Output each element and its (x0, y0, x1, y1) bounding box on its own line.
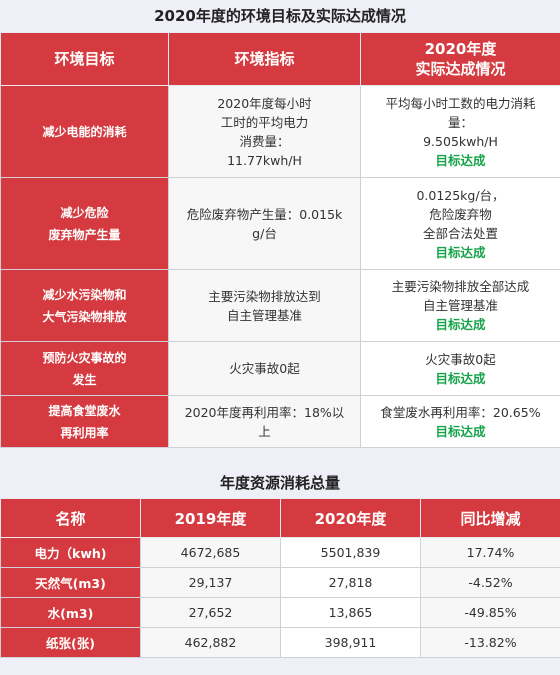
goal-text: 预防火灾事故的 (42, 350, 127, 365)
table-row: 纸张(张) 462,882 398,911 -13.82% (0, 627, 560, 658)
indicator-text: 消费量： (239, 133, 290, 149)
value-2020: 27,818 (280, 567, 421, 598)
goal-text: 提高食堂废水 (48, 403, 121, 418)
actual-cell: 火灾事故0起 目标达成 (360, 341, 560, 396)
actual-text: 平均每小时工数的电力消耗 (385, 95, 536, 111)
header-name: 名称 (0, 498, 141, 538)
value-change: 17.74% (420, 537, 560, 568)
table-row: 天然气(m3) 29,137 27,818 -4.52% (0, 567, 560, 598)
header-2019: 2019年度 (140, 498, 281, 538)
indicator-cell: 2020年度再利用率：18%以 上 (168, 395, 361, 448)
status-badge: 目标达成 (435, 152, 486, 168)
actual-text: 火灾事故0起 (425, 351, 496, 367)
table-row: 电力（kwh) 4672,685 5501,839 17.74% (0, 537, 560, 568)
header-change: 同比增减 (420, 498, 560, 538)
table-row: 减少电能的消耗 2020年度每小时 工时的平均电力 消费量： 11.77kwh/… (0, 85, 560, 178)
table-row: 提高食堂废水 再利用率 2020年度再利用率：18%以 上 食堂废水再利用率：2… (0, 395, 560, 448)
resource-name: 水(m3) (0, 597, 141, 628)
goal-cell: 减少电能的消耗 (0, 85, 169, 178)
header-2020: 2020年度 (280, 498, 421, 538)
header-actual: 2020年度 实际达成情况 (360, 32, 560, 86)
value-change: -13.82% (420, 627, 560, 658)
goal-text: 大气污染物排放 (42, 309, 127, 324)
value-2020: 398,911 (280, 627, 421, 658)
header-indicator: 环境指标 (168, 32, 361, 86)
indicator-text: 11.77kwh/H (227, 152, 302, 168)
indicator-text: 2020年度再利用率：18%以 (184, 404, 345, 420)
actual-text: 危险废弃物 (429, 206, 492, 222)
indicator-cell: 火灾事故0起 (168, 341, 361, 396)
table-row: 水(m3) 27,652 13,865 -49.85% (0, 597, 560, 628)
actual-text: 全部合法处置 (422, 225, 498, 241)
indicator-text: 主要污染物排放达到 (208, 288, 321, 304)
actual-cell: 食堂废水再利用率：20.65% 目标达成 (360, 395, 560, 448)
indicator-text: 2020年度每小时 (217, 95, 312, 111)
value-2020: 5501,839 (280, 537, 421, 568)
actual-cell: 主要污染物排放全部达成 自主管理基准 目标达成 (360, 269, 560, 342)
header-actual-line1: 2020年度 (424, 40, 497, 58)
goal-text: 减少水污染物和 (42, 287, 127, 302)
value-2019: 462,882 (140, 627, 281, 658)
goal-text: 发生 (72, 372, 97, 387)
header-actual-line2: 实际达成情况 (415, 60, 506, 78)
indicator-text: 火灾事故0起 (229, 361, 300, 376)
goal-cell: 提高食堂废水 再利用率 (0, 395, 169, 448)
actual-text: 主要污染物排放全部达成 (391, 279, 530, 294)
indicator-cell: 2020年度每小时 工时的平均电力 消费量： 11.77kwh/H (168, 85, 361, 178)
value-2020: 13,865 (280, 597, 421, 628)
actual-text: 9.505kwh/H (423, 133, 498, 149)
goal-text: 废弃物产生量 (48, 227, 121, 242)
indicator-cell: 主要污染物排放达到 自主管理基准 (168, 269, 361, 342)
goal-cell: 预防火灾事故的 发生 (0, 341, 169, 396)
resource-name: 电力（kwh) (0, 537, 141, 568)
table-row: 减少危险 废弃物产生量 危险废弃物产生量：0.015k g/台 0.0125kg… (0, 177, 560, 270)
section-gap (0, 448, 560, 468)
header-goal: 环境目标 (0, 32, 169, 86)
goal-cell: 减少危险 废弃物产生量 (0, 177, 169, 270)
indicator-text: 上 (258, 423, 271, 439)
indicator-text: 工时的平均电力 (220, 114, 309, 130)
goal-text: 减少危险 (60, 205, 109, 220)
status-badge: 目标达成 (435, 244, 486, 260)
resource-name: 天然气(m3) (0, 567, 141, 598)
status-badge: 目标达成 (435, 370, 486, 386)
value-2019: 27,652 (140, 597, 281, 628)
actual-text: 食堂废水再利用率：20.65% (380, 404, 541, 420)
indicator-cell: 危险废弃物产生量：0.015k g/台 (168, 177, 361, 270)
actual-cell: 平均每小时工数的电力消耗 量： 9.505kwh/H 目标达成 (360, 85, 560, 178)
goal-text: 减少电能的消耗 (42, 124, 127, 139)
environment-goals-table: 环境目标 环境指标 2020年度 实际达成情况 减少电能的消耗 2020年度每小… (0, 32, 560, 448)
resource-name: 纸张(张) (0, 627, 141, 658)
value-2019: 29,137 (140, 567, 281, 598)
status-badge: 目标达成 (435, 317, 486, 332)
goal-cell: 减少水污染物和 大气污染物排放 (0, 269, 169, 342)
table-row: 减少水污染物和 大气污染物排放 主要污染物排放达到 自主管理基准 主要污染物排放… (0, 269, 560, 342)
value-2019: 4672,685 (140, 537, 281, 568)
actual-text: 0.0125kg/台， (416, 187, 505, 203)
value-change: -49.85% (420, 597, 560, 628)
indicator-text: 危险废弃物产生量：0.015k (186, 206, 343, 222)
table-header-row: 环境目标 环境指标 2020年度 实际达成情况 (0, 32, 560, 86)
value-change: -4.52% (420, 567, 560, 598)
status-badge: 目标达成 (435, 423, 486, 439)
goal-text: 再利用率 (60, 425, 109, 440)
indicator-text: g/台 (252, 225, 277, 241)
page-title: 2020年度的环境目标及实际达成情况 (154, 7, 406, 25)
actual-text: 量： (447, 114, 473, 130)
resource-consumption-table: 名称 2019年度 2020年度 同比增减 电力（kwh) 4672,685 5… (0, 498, 560, 658)
actual-text: 自主管理基准 (422, 298, 498, 313)
table-header-row: 名称 2019年度 2020年度 同比增减 (0, 498, 560, 538)
table-row: 预防火灾事故的 发生 火灾事故0起 火灾事故0起 目标达成 (0, 341, 560, 396)
section-title: 年度资源消耗总量 (219, 474, 340, 492)
actual-cell: 0.0125kg/台， 危险废弃物 全部合法处置 目标达成 (360, 177, 560, 270)
indicator-text: 自主管理基准 (226, 307, 302, 323)
